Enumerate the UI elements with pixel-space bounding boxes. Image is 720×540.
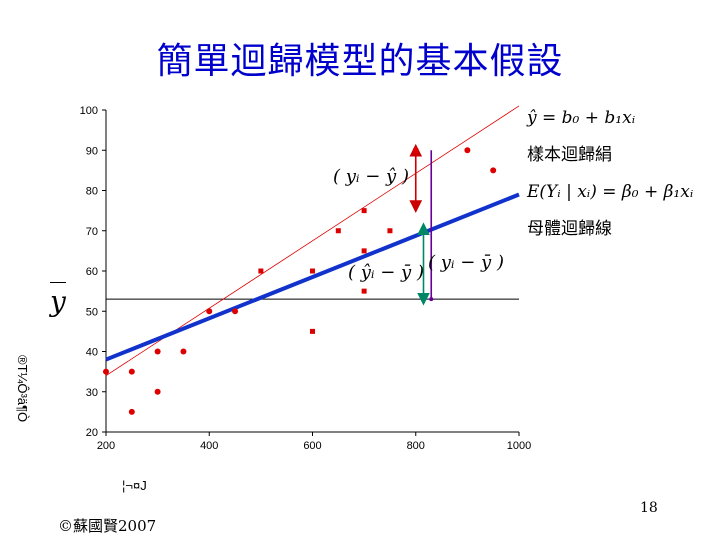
data-point (180, 348, 187, 355)
data-point (490, 167, 497, 174)
x-tick-label: 200 (97, 440, 115, 452)
x-tick-label: 1000 (507, 440, 531, 452)
page-number: 18 (640, 500, 658, 516)
data-point (128, 368, 135, 375)
y-tick-label: 40 (86, 347, 98, 359)
population-regression-label: 母體迴歸線 (527, 219, 612, 239)
total-deviation-endpoint (429, 297, 434, 302)
explained-deviation-label: ( ŷᵢ − ȳ ) (348, 262, 424, 283)
data-point (387, 228, 393, 234)
data-point (412, 147, 419, 154)
sample-regression-equation: ŷ = b₀ + b₁xᵢ (527, 108, 636, 128)
data-point (464, 147, 471, 154)
residual-label: ( yᵢ − ŷ ) (333, 166, 409, 187)
x-tick-label: 600 (303, 440, 321, 452)
data-point (232, 308, 239, 315)
y-axis-label: ®T¼Ô³ä¶Ò (15, 355, 30, 423)
x-tick-label: 400 (200, 440, 218, 452)
data-point (310, 268, 315, 274)
data-point (310, 328, 315, 334)
axes-layer: 20 30 40 50 60 70 80 90 100 200 400 600 800 1000 (80, 105, 532, 452)
data-point (154, 348, 161, 355)
x-axis-label: ¦¬¤J (122, 478, 147, 493)
total-deviation-label: ( yᵢ − ȳ ) (428, 252, 504, 273)
data-point (206, 308, 213, 315)
x-tick-label: 800 (407, 440, 425, 452)
population-regression-equation: E(Yᵢ | xᵢ) = β₀ + β₁xᵢ (527, 182, 694, 202)
y-tick-label: 80 (86, 186, 98, 198)
y-tick-label: 60 (86, 266, 98, 278)
data-point (103, 368, 109, 375)
sample-regression-label: 樣本迴歸絹 (527, 145, 612, 165)
y-tick-label: 50 (86, 306, 98, 318)
data-point (361, 208, 367, 214)
data-point (258, 268, 264, 274)
data-point (128, 408, 135, 415)
y-tick-label: 20 (86, 427, 98, 439)
data-point (154, 388, 161, 395)
y-tick-label: 90 (86, 145, 98, 157)
arrows-layer (409, 143, 434, 306)
data-point (335, 228, 341, 234)
y-bar-label: y (50, 282, 66, 318)
copyright-text: ©蘇國賢2007 (58, 517, 157, 535)
data-point (361, 248, 367, 254)
population-regression-line (105, 192, 520, 362)
y-tick-label: 70 (86, 226, 98, 238)
data-point (361, 288, 367, 294)
points-layer (103, 147, 497, 415)
lines-layer (105, 105, 520, 376)
y-tick-label: 30 (86, 387, 98, 399)
page-title: 簡單迴歸模型的基本假設 (156, 41, 564, 82)
y-tick-label: 100 (80, 105, 98, 117)
